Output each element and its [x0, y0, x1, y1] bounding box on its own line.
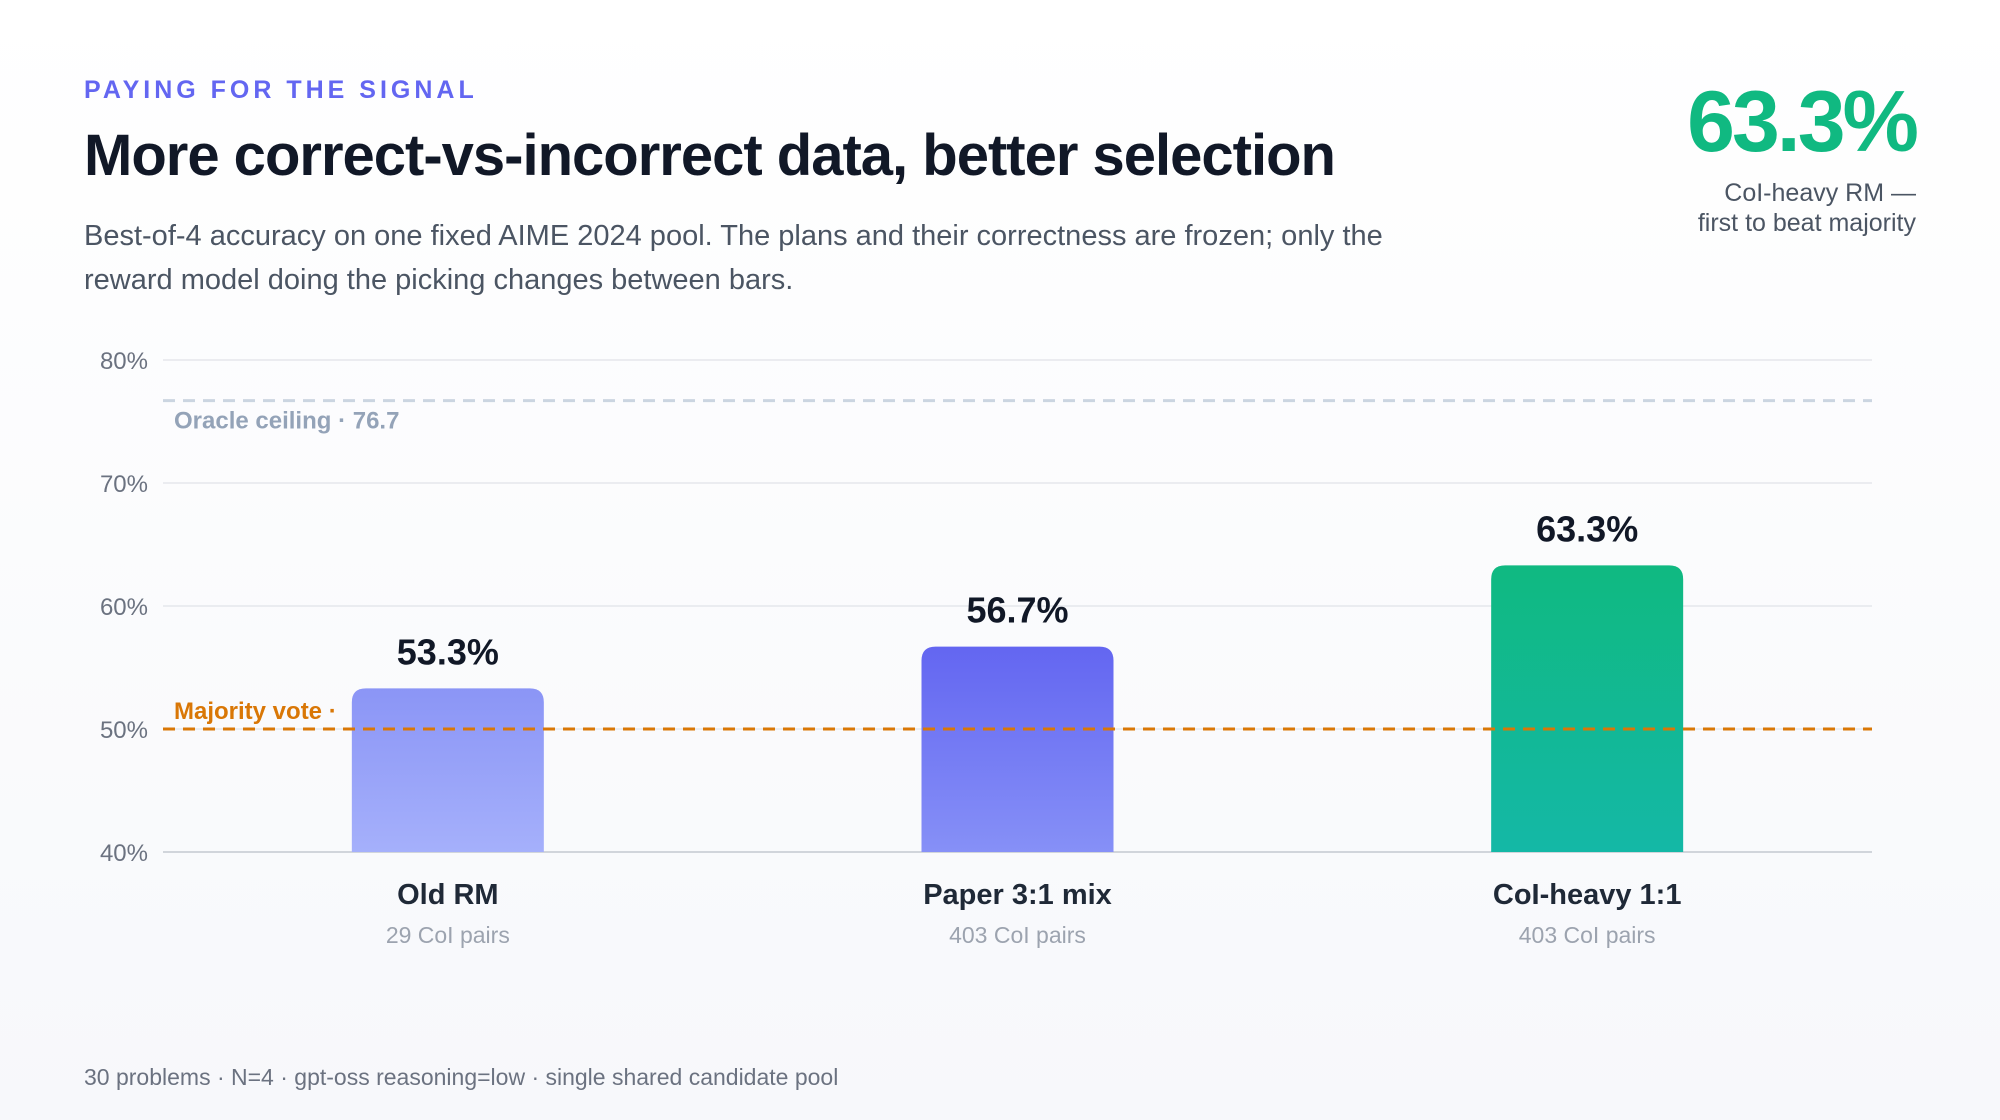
x-category-label: CoI-heavy 1:1: [1493, 879, 1682, 911]
x-category-label: Old RM: [397, 879, 499, 911]
bar-value-label: 53.3%: [397, 631, 499, 672]
footnote: 30 problems · N=4 · gpt-oss reasoning=lo…: [84, 1064, 839, 1090]
page-subtitle: Best-of-4 accuracy on one fixed AIME 202…: [84, 220, 1383, 296]
bar-coi-heavy-1-1: [1491, 565, 1684, 852]
x-category-sublabel: 29 CoI pairs: [386, 922, 510, 948]
bar-paper-3-1-mix: [921, 646, 1114, 852]
kpi-caption-line-2: first to beat majority: [1697, 209, 1916, 237]
bar-value-label: 56.7%: [966, 590, 1068, 631]
bar-old-rm: [351, 688, 544, 852]
page-title: More correct-vs-incorrect data, better s…: [84, 123, 1336, 188]
x-category-sublabel: 403 CoI pairs: [949, 922, 1086, 948]
bar-value-label: 63.3%: [1536, 508, 1638, 549]
label-layer: 53.3% Old RM 29 CoI pairs 56.7% Paper 3:1 mi…: [386, 508, 1682, 948]
kpi-caption: CoI-heavy RM — first to beat majority: [1687, 178, 1916, 238]
majority-vote-label: Majority vote ·: [174, 698, 337, 725]
oracle-ceiling-label: Oracle ceiling · 76.7: [174, 408, 399, 435]
y-tick-label: 40%: [100, 840, 148, 867]
kpi-value: 63.3%: [1687, 74, 1919, 170]
kpi-callout: 63.3% CoI-heavy RM — first to beat major…: [1687, 74, 1919, 238]
x-category-label: Paper 3:1 mix: [923, 879, 1112, 911]
eyebrow-label: PAYING FOR THE SIGNAL: [84, 76, 478, 104]
y-tick-label: 60%: [100, 594, 148, 621]
y-tick-label: 70%: [100, 471, 148, 498]
bar-layer: [351, 565, 1684, 852]
kpi-caption-line-1: CoI-heavy RM —: [1724, 179, 1916, 207]
reference-lines: Oracle ceiling · 76.7 Majority vote ·: [163, 399, 1872, 731]
y-tick-label: 80%: [100, 348, 148, 375]
y-tick-label: 50%: [100, 717, 148, 744]
x-category-sublabel: 403 CoI pairs: [1519, 922, 1656, 948]
